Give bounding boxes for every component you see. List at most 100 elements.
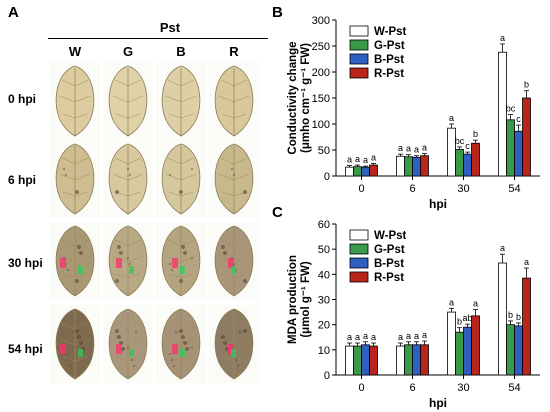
mda-significance-letter: a [473,299,478,309]
conductivity-significance-letter: bc [506,104,516,114]
mda-legend-swatch-g-pst [349,243,369,255]
column-label-r: R [229,44,239,59]
mda-legend-label-r-pst: R-Pst [374,272,404,284]
leaf-photo-w-30hpi [50,222,100,300]
mda-significance-letter: b [457,317,462,327]
conductivity-significance-letter: a [347,155,352,165]
mda-bar-w-pst [498,262,507,376]
leaf-photo-w-54hpi [50,305,100,383]
mda-significance-letter: a [398,332,403,342]
conductivity-legend-label-g-pst: G-Pst [374,40,405,52]
conductivity-y-tick-label: 250 [312,41,330,53]
conductivity-x-tick-label: 0 [358,183,364,195]
conductivity-y-tick-label: 150 [312,93,330,105]
mda-legend-swatch-r-pst [349,271,369,283]
conductivity-significance-letter: a [363,155,368,165]
mda-legend-label-g-pst: G-Pst [374,244,405,256]
row-label-30hpi: 30 hpi [8,256,43,270]
mda-bar-g-pst [506,324,515,376]
mda-legend-swatch-w-pst [349,229,369,241]
row-label-54hpi: 54 hpi [8,342,43,356]
row-label-6hpi: 6 hpi [8,173,37,187]
conductivity-legend-label-r-pst: R-Pst [374,68,404,80]
mda-significance-letter: a [406,331,411,341]
mda-significance-letter: b [516,312,521,322]
leaf-photo-w-6hpi [50,140,100,218]
conductivity-y-label-line1: Conductivity change [287,41,299,154]
mda-significance-letter: a [347,332,352,342]
mda-significance-letter: ab [462,313,472,323]
conductivity-significance-letter: a [371,153,376,163]
photo-grid-header: Pst [159,20,181,35]
mda-significance-letter: a [449,297,454,307]
conductivity-legend-swatch-r-pst [349,67,369,79]
conductivity-x-label: hpi [429,197,447,211]
mda-bar-b-pst [361,344,370,376]
conductivity-legend-swatch-w-pst [349,25,369,37]
mda-bar-g-pst [404,344,413,376]
mda-y-tick-label: 60 [318,219,330,231]
mda-significance-letter: a [422,330,427,340]
conductivity-x-tick-label: 6 [409,183,415,195]
mda-x-label: hpi [429,396,447,410]
leaf-photo-r-0hpi [209,62,259,140]
conductivity-y-tick-label: 300 [312,15,330,27]
leaf-photo-w-0hpi [50,62,100,140]
conductivity-legend-label-b-pst: B-Pst [374,54,404,66]
mda-y-tick-label: 50 [318,244,330,256]
leaf-photo-b-6hpi [156,140,206,218]
leaf-photo-b-30hpi [156,222,206,300]
mda-y-tick-label: 40 [318,269,330,281]
mda-bar-b-pst [463,326,472,376]
mda-legend-swatch-b-pst [349,257,369,269]
conductivity-significance-letter: a [355,154,360,164]
mda-significance-letter: a [524,257,529,267]
conductivity-significance-letter: c [465,141,470,151]
conductivity-significance-letter: b [524,80,529,90]
mda-significance-letter: a [500,243,505,253]
mda-x-tick-label: 6 [409,382,415,394]
mda-bar-w-pst [447,311,456,376]
mda-legend-label-w-pst: W-Pst [374,230,407,242]
mda-significance-letter: a [355,332,360,342]
conductivity-significance-letter: b [473,129,478,139]
mda-bar-r-pst [471,315,480,376]
conductivity-significance-letter: a [398,143,403,153]
mda-y-tick-label: 0 [324,370,330,382]
conductivity-y-label-line2: (μmho cm⁻¹ g⁻¹ FW) [300,43,312,153]
conductivity-y-tick-label: 50 [318,145,330,157]
mda-significance-letter: b [508,310,513,320]
mda-significance-letter: a [371,332,376,342]
conductivity-legend-label-w-pst: W-Pst [374,26,407,38]
leaf-photo-g-6hpi [103,140,153,218]
mda-y-label-line2: (μmol g⁻¹ FW) [300,261,312,338]
leaf-photo-r-6hpi [209,140,259,218]
mda-y-tick-label: 10 [318,345,330,357]
mda-bar-r-pst [369,345,378,376]
mda-y-tick-label: 20 [318,320,330,332]
mda-bar-g-pst [353,345,362,376]
mda-bar-r-pst [522,277,531,376]
mda-x-tick-label: 54 [508,382,520,394]
mda-bar-b-pst [412,344,421,376]
conductivity-legend-swatch-g-pst [349,39,369,51]
conductivity-significance-letter: a [414,145,419,155]
conductivity-y-tick-label: 0 [324,171,330,183]
mda-x-tick-label: 0 [358,382,364,394]
leaf-photo-b-0hpi [156,62,206,140]
panel-label-b: B [272,4,283,21]
leaf-photo-g-54hpi [103,305,153,383]
column-label-b: B [176,44,186,59]
mda-bar-w-pst [396,345,405,376]
panel-label-c: C [272,204,283,221]
mda-significance-letter: a [414,331,419,341]
conductivity-significance-letter: a [449,113,454,123]
conductivity-x-tick-label: 54 [508,183,520,195]
mda-bar-w-pst [345,345,354,376]
leaf-photo-g-30hpi [103,222,153,300]
mda-bar-g-pst [455,331,464,376]
conductivity-significance-letter: a [422,143,427,153]
leaf-photo-g-0hpi [103,62,153,140]
